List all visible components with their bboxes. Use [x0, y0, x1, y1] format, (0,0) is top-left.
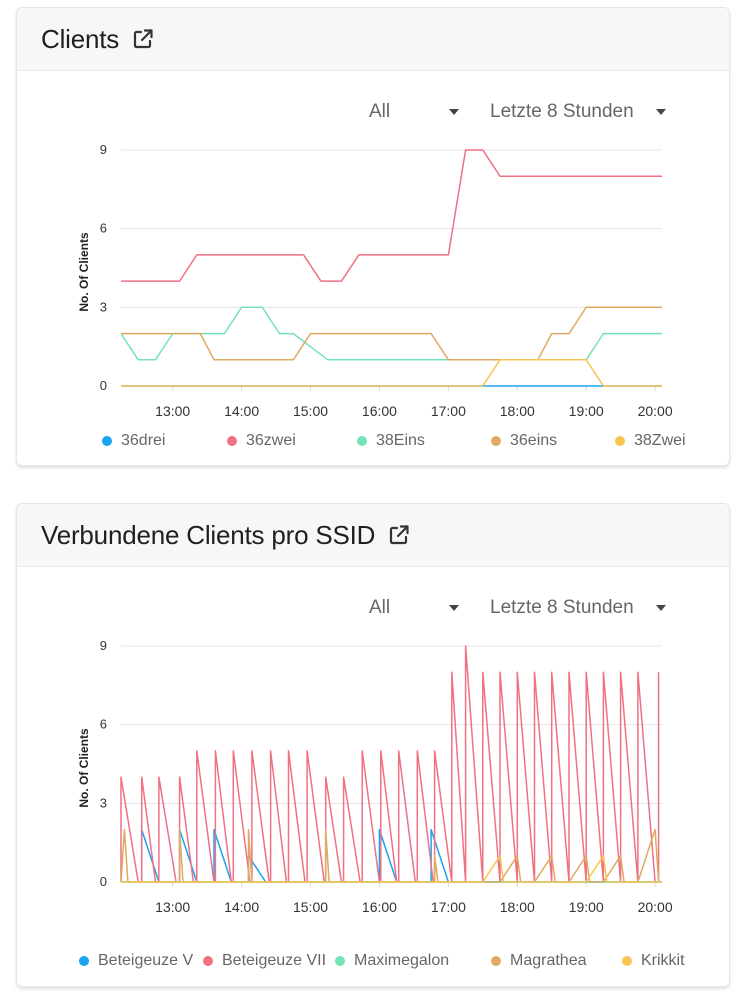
series-line-krikkit: [121, 855, 662, 883]
x-tick-label: 17:00: [431, 899, 466, 915]
legend-dot-icon: [622, 956, 632, 966]
legend-item[interactable]: 38Zwei: [615, 432, 686, 450]
ssid-clients-chart: 0 3 6 9 13:00 14:00 15:00 16:00 17:00 18:00 19:00 2…: [77, 638, 673, 915]
y-axis-label: No. Of Clients: [77, 728, 91, 808]
ssid-clients-card-header: Verbundene Clients pro SSID: [17, 504, 729, 567]
legend-item[interactable]: Maximegalon: [335, 952, 449, 970]
ssid-clients-card-title: Verbundene Clients pro SSID: [41, 519, 376, 550]
x-tick-label: 13:00: [155, 403, 190, 419]
legend-label: 38Zwei: [634, 432, 686, 449]
y-tick-label: 9: [100, 638, 107, 653]
chevron-down-icon: [449, 109, 459, 115]
ssid-time-range-select[interactable]: Letzte 8 Stunden: [490, 596, 680, 620]
x-tick-label: 20:00: [638, 899, 673, 915]
legend-dot-icon: [491, 956, 501, 966]
legend-label: 36drei: [121, 432, 166, 449]
ssid-filter-value: All: [369, 597, 391, 618]
legend-dot-icon: [102, 436, 112, 446]
x-tick-label: 13:00: [155, 899, 190, 915]
legend-dot-icon: [615, 436, 625, 446]
ssid-filter-select[interactable]: All: [369, 596, 479, 620]
legend-item[interactable]: Magrathea: [491, 952, 587, 970]
x-tick-label: 15:00: [293, 403, 328, 419]
y-tick-label: 3: [100, 299, 107, 314]
clients-legend: 36drei 36zwei 38Eins 36eins 38Zwei: [17, 432, 729, 454]
client-filter-value: All: [369, 101, 391, 122]
legend-item[interactable]: 38Eins: [357, 432, 425, 450]
external-link-icon[interactable]: [131, 27, 155, 51]
ssid-clients-card: Verbundene Clients pro SSID All Letzte 8…: [16, 503, 730, 987]
y-tick-label: 6: [100, 717, 107, 732]
series-line-38zwei: [121, 359, 662, 387]
x-tick-label: 16:00: [362, 899, 397, 915]
legend-label: Maximegalon: [354, 952, 450, 969]
legend-label: Magrathea: [510, 952, 587, 969]
x-tick-label: 14:00: [224, 899, 259, 915]
legend-label: 36eins: [510, 432, 558, 449]
clients-chart: 0 3 6 9 13:00 14:00 15:00 16:00 17:00 18:00 19:00 2…: [77, 142, 673, 419]
x-tick-label: 19:00: [569, 899, 604, 915]
client-filter-select[interactable]: All: [369, 100, 479, 124]
x-tick-label: 18:00: [500, 403, 535, 419]
ssid-time-range-value: Letzte 8 Stunden: [490, 597, 634, 618]
y-tick-label: 0: [100, 874, 107, 889]
x-tick-label: 14:00: [224, 403, 259, 419]
legend-dot-icon: [491, 436, 501, 446]
time-range-select[interactable]: Letzte 8 Stunden: [490, 100, 680, 124]
y-tick-label: 3: [100, 795, 107, 810]
x-tick-label: 15:00: [293, 899, 328, 915]
legend-item[interactable]: Krikkit: [622, 952, 685, 970]
legend-dot-icon: [227, 436, 237, 446]
external-link-icon[interactable]: [387, 523, 411, 547]
time-range-value: Letzte 8 Stunden: [490, 101, 634, 122]
legend-label: Beteigeuze V: [98, 952, 194, 969]
ssid-legend: Beteigeuze V Beteigeuze VII Maximegalon Mag…: [17, 952, 729, 974]
clients-card-title: Clients: [41, 23, 120, 54]
clients-card: Clients All Letzte 8 Stunden 0 3 6 9 13:00 14…: [16, 7, 730, 466]
series-line-36zwei: [121, 149, 662, 282]
legend-item[interactable]: 36zwei: [227, 432, 296, 450]
legend-dot-icon: [357, 436, 367, 446]
chevron-down-icon: [656, 109, 666, 115]
clients-card-header: Clients: [17, 8, 729, 71]
legend-label: Beteigeuze VII: [222, 952, 327, 969]
x-tick-label: 16:00: [362, 403, 397, 419]
legend-label: 38Eins: [376, 432, 425, 449]
x-tick-label: 17:00: [431, 403, 466, 419]
legend-label: 36zwei: [246, 432, 296, 449]
legend-dot-icon: [203, 956, 213, 966]
x-tick-label: 20:00: [638, 403, 673, 419]
x-tick-label: 18:00: [500, 899, 535, 915]
series-line-beteigeuze-vii: [120, 645, 660, 883]
legend-dot-icon: [79, 956, 89, 966]
y-axis-label: No. Of Clients: [77, 232, 91, 312]
y-tick-label: 6: [100, 221, 107, 236]
chevron-down-icon: [656, 605, 666, 611]
series-line-36eins: [121, 306, 662, 361]
legend-item[interactable]: 36drei: [102, 432, 165, 450]
legend-item[interactable]: 36eins: [491, 432, 557, 450]
x-tick-label: 19:00: [569, 403, 604, 419]
legend-item[interactable]: Beteigeuze V: [79, 952, 193, 970]
legend-item[interactable]: Beteigeuze VII: [203, 952, 326, 970]
y-tick-label: 9: [100, 142, 107, 157]
legend-label: Krikkit: [641, 952, 685, 969]
chevron-down-icon: [449, 605, 459, 611]
legend-dot-icon: [335, 956, 345, 966]
y-tick-label: 0: [100, 378, 107, 393]
